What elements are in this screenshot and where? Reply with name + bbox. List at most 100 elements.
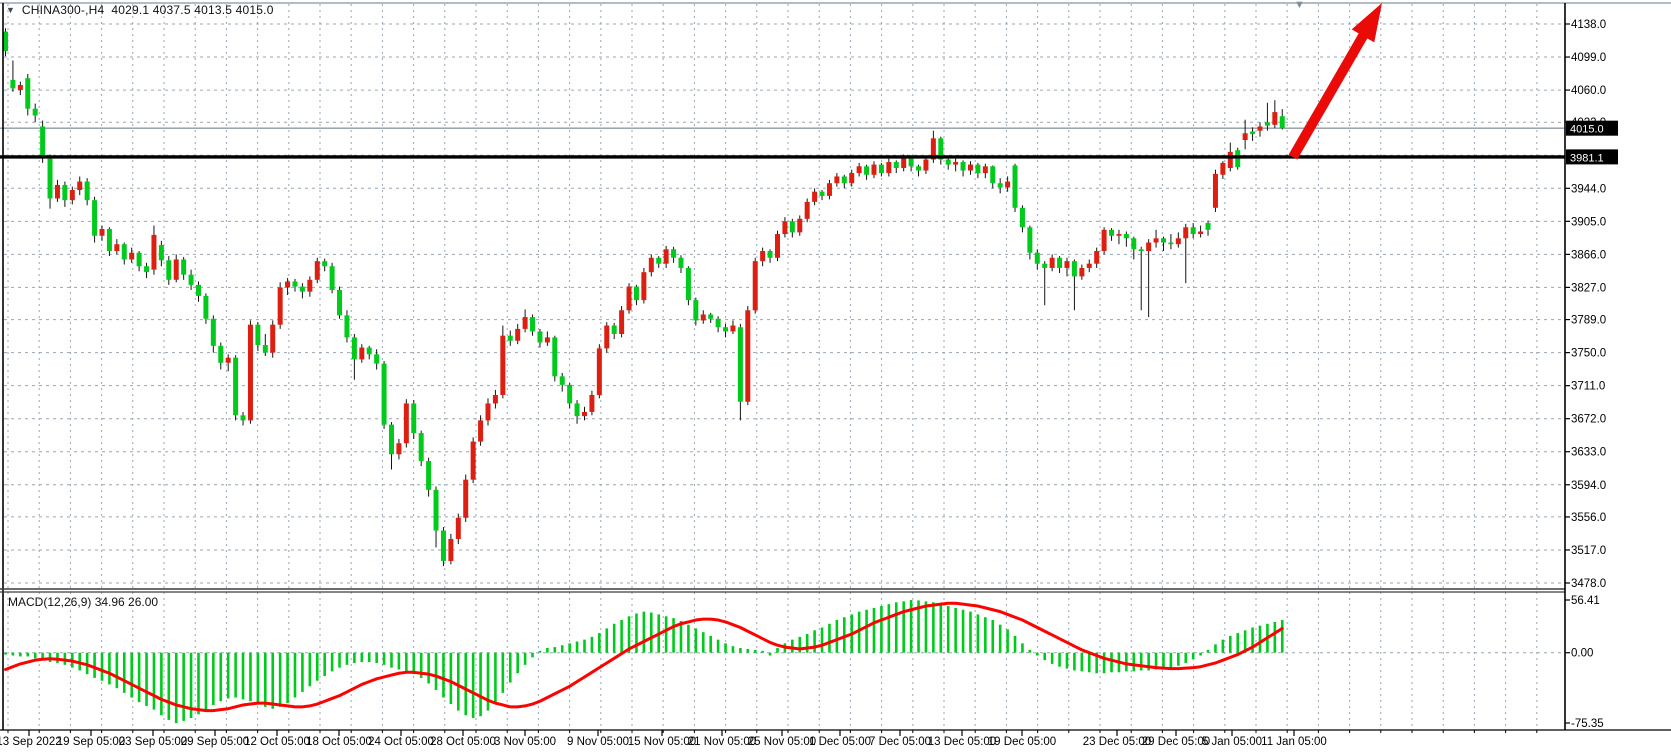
candle-bearish[interactable] xyxy=(3,31,8,52)
candle-bearish[interactable] xyxy=(990,166,996,184)
candle-bearish[interactable] xyxy=(218,345,224,363)
candle-bullish[interactable] xyxy=(1198,231,1204,235)
candle-bearish[interactable] xyxy=(1138,249,1144,251)
candle-bearish[interactable] xyxy=(25,78,31,109)
candle-bullish[interactable] xyxy=(1101,229,1107,251)
candle-bearish[interactable] xyxy=(240,415,246,421)
candle-bearish[interactable] xyxy=(708,314,714,319)
candle-bearish[interactable] xyxy=(136,252,142,267)
candle-bullish[interactable] xyxy=(54,184,60,199)
candle-bullish[interactable] xyxy=(849,173,855,184)
candle-bearish[interactable] xyxy=(121,244,127,260)
candle-bullish[interactable] xyxy=(492,394,498,404)
candle-bearish[interactable] xyxy=(559,376,565,385)
candle-bullish[interactable] xyxy=(804,201,810,219)
candle-bullish[interactable] xyxy=(1175,238,1181,245)
candle-bearish[interactable] xyxy=(723,327,729,332)
candle-bullish[interactable] xyxy=(1146,242,1152,251)
candle-bullish[interactable] xyxy=(626,286,632,311)
candle-bearish[interactable] xyxy=(789,221,795,233)
candle-bearish[interactable] xyxy=(671,249,677,258)
candle-bullish[interactable] xyxy=(17,84,23,91)
candle-bearish[interactable] xyxy=(975,164,981,174)
candle-bullish[interactable] xyxy=(730,325,736,332)
candle-bearish[interactable] xyxy=(181,259,187,275)
candle-bullish[interactable] xyxy=(500,335,506,395)
candle-bearish[interactable] xyxy=(106,228,112,251)
candle-bullish[interactable] xyxy=(77,181,83,191)
candle-bullish[interactable] xyxy=(663,249,669,264)
candle-bullish[interactable] xyxy=(544,337,550,343)
candle-bearish[interactable] xyxy=(1160,238,1166,243)
candle-bearish[interactable] xyxy=(329,266,335,290)
candle-bearish[interactable] xyxy=(433,489,439,531)
candle-bearish[interactable] xyxy=(552,337,558,377)
candle-bullish[interactable] xyxy=(923,159,929,171)
candle-bullish[interactable] xyxy=(270,324,276,353)
candle-bearish[interactable] xyxy=(32,108,38,116)
candle-bearish[interactable] xyxy=(351,337,357,360)
candle-bearish[interactable] xyxy=(1190,227,1196,235)
candle-bullish[interactable] xyxy=(812,191,818,202)
candle-bearish[interactable] xyxy=(1250,131,1256,135)
candle-bullish[interactable] xyxy=(247,324,253,421)
candle-bearish[interactable] xyxy=(819,191,825,196)
candle-bullish[interactable] xyxy=(604,325,610,349)
candle-bullish[interactable] xyxy=(871,164,877,175)
candle-bullish[interactable] xyxy=(1220,162,1226,175)
candle-bullish[interactable] xyxy=(982,166,988,174)
candle-bullish[interactable] xyxy=(448,538,454,561)
candle-bullish[interactable] xyxy=(285,281,291,288)
candle-bullish[interactable] xyxy=(1064,261,1070,268)
candle-bullish[interactable] xyxy=(700,314,706,321)
candle-bullish[interactable] xyxy=(619,310,625,334)
candle-bullish[interactable] xyxy=(1116,234,1122,236)
candle-bullish[interactable] xyxy=(826,183,832,196)
candle-bearish[interactable] xyxy=(693,300,699,321)
candle-bearish[interactable] xyxy=(418,433,424,462)
candle-bearish[interactable] xyxy=(1012,165,1018,208)
candle-bearish[interactable] xyxy=(633,286,639,301)
candle-bearish[interactable] xyxy=(908,157,914,167)
candle-bullish[interactable] xyxy=(225,357,231,363)
candle-bullish[interactable] xyxy=(1005,181,1011,188)
candle-bearish[interactable] xyxy=(960,162,966,171)
candle-bearish[interactable] xyxy=(916,166,922,171)
candle-bullish[interactable] xyxy=(522,317,528,329)
candle-bullish[interactable] xyxy=(1227,151,1233,168)
candle-bearish[interactable] xyxy=(337,289,343,316)
candle-bullish[interactable] xyxy=(886,162,892,174)
candle-bullish[interactable] xyxy=(797,218,803,233)
candle-bearish[interactable] xyxy=(166,260,172,280)
candle-bearish[interactable] xyxy=(685,267,691,301)
candle-bullish[interactable] xyxy=(470,441,476,480)
candle-bearish[interactable] xyxy=(195,284,201,296)
candle-bearish[interactable] xyxy=(158,245,164,261)
candle-bearish[interactable] xyxy=(40,126,46,157)
candle-bullish[interactable] xyxy=(856,166,862,174)
candle-bullish[interactable] xyxy=(752,261,758,311)
candle-bullish[interactable] xyxy=(455,517,461,539)
candle-bullish[interactable] xyxy=(314,261,320,280)
candle-bearish[interactable] xyxy=(10,79,16,89)
candle-bearish[interactable] xyxy=(567,384,573,404)
candle-bearish[interactable] xyxy=(255,324,261,346)
candle-bearish[interactable] xyxy=(1019,207,1025,228)
candle-bullish[interactable] xyxy=(277,287,283,325)
trend-arrow-shaft[interactable] xyxy=(1288,28,1371,160)
candle-bearish[interactable] xyxy=(411,403,417,434)
candle-bearish[interactable] xyxy=(678,257,684,268)
candle-bearish[interactable] xyxy=(997,183,1003,188)
candle-bearish[interactable] xyxy=(1123,234,1129,239)
candle-bullish[interactable] xyxy=(782,221,788,235)
candle-bullish[interactable] xyxy=(478,420,484,442)
candle-bearish[interactable] xyxy=(656,257,662,264)
candle-bearish[interactable] xyxy=(92,200,98,236)
candle-bearish[interactable] xyxy=(1131,238,1137,250)
candle-bullish[interactable] xyxy=(901,157,907,168)
candle-bearish[interactable] xyxy=(188,274,194,285)
candle-bearish[interactable] xyxy=(292,281,298,287)
candle-bullish[interactable] xyxy=(760,250,766,262)
candle-bullish[interactable] xyxy=(1086,263,1092,268)
candle-bullish[interactable] xyxy=(1212,173,1218,208)
